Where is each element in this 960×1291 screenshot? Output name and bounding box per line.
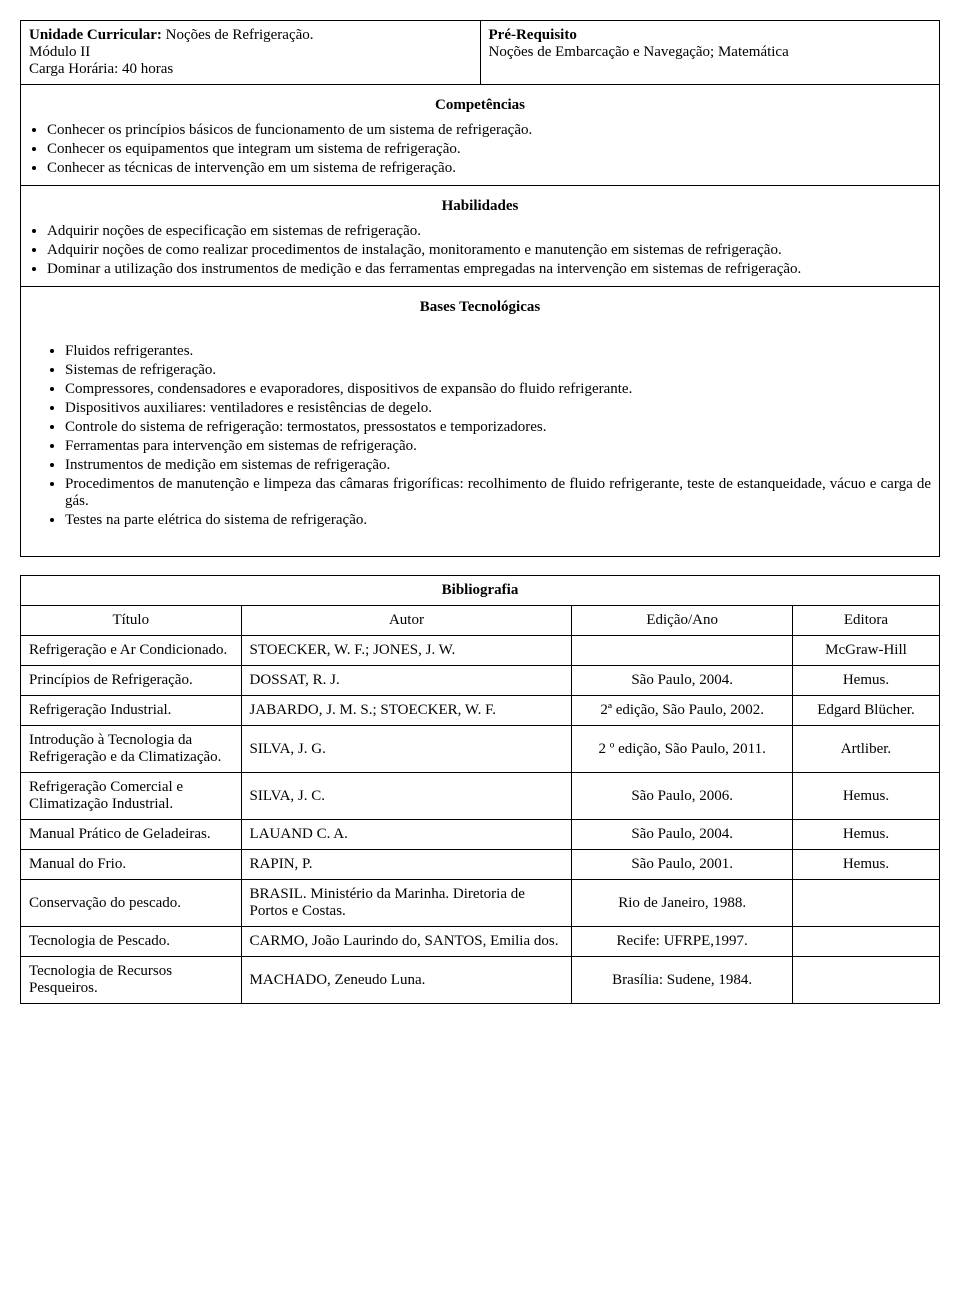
col-titulo: Título [21, 606, 242, 636]
bases-row: Bases Tecnológicas Fluidos refrigerantes… [21, 287, 940, 557]
list-item: Fluidos refrigerantes. [65, 343, 931, 360]
list-item: Sistemas de refrigeração. [65, 362, 931, 379]
bib-columns-row: Título Autor Edição/Ano Editora [21, 606, 940, 636]
prereq-label: Pré-Requisito [489, 27, 577, 43]
table-cell: Hemus. [792, 773, 939, 820]
list-item: Testes na parte elétrica do sistema de r… [65, 512, 931, 529]
table-cell: São Paulo, 2004. [572, 820, 793, 850]
competencias-list: Conhecer os princípios básicos de funcio… [29, 122, 931, 177]
table-cell: SILVA, J. C. [241, 773, 572, 820]
table-row: Manual Prático de Geladeiras.LAUAND C. A… [21, 820, 940, 850]
table-cell: Conservação do pescado. [21, 880, 242, 927]
bases-cell: Bases Tecnológicas Fluidos refrigerantes… [21, 287, 940, 557]
table-cell: Recife: UFRPE,1997. [572, 927, 793, 957]
col-editora: Editora [792, 606, 939, 636]
table-cell: São Paulo, 2004. [572, 666, 793, 696]
list-item: Compressores, condensadores e evaporador… [65, 381, 931, 398]
table-cell: Hemus. [792, 850, 939, 880]
table-cell: Manual Prático de Geladeiras. [21, 820, 242, 850]
prereq-value: Noções de Embarcação e Navegação; Matemá… [489, 44, 789, 60]
table-cell: Tecnologia de Recursos Pesqueiros. [21, 957, 242, 1004]
modulo: Módulo II [29, 44, 90, 60]
competencias-title: Competências [29, 91, 931, 120]
table-cell: DOSSAT, R. J. [241, 666, 572, 696]
table-row: Manual do Frio.RAPIN, P.São Paulo, 2001.… [21, 850, 940, 880]
table-cell: LAUAND C. A. [241, 820, 572, 850]
table-row: Refrigeração Industrial.JABARDO, J. M. S… [21, 696, 940, 726]
table-cell: São Paulo, 2001. [572, 850, 793, 880]
col-edicao: Edição/Ano [572, 606, 793, 636]
bases-list: Fluidos refrigerantes. Sistemas de refri… [47, 343, 931, 529]
uc-label: Unidade Curricular: [29, 27, 162, 43]
table-cell: Hemus. [792, 820, 939, 850]
header-row: Unidade Curricular: Noções de Refrigeraç… [21, 21, 940, 85]
uc-value: Noções de Refrigeração. [162, 27, 314, 43]
list-item: Conhecer os princípios básicos de funcio… [47, 122, 931, 139]
course-table: Unidade Curricular: Noções de Refrigeraç… [20, 20, 940, 557]
table-cell: Introdução à Tecnologia da Refrigeração … [21, 726, 242, 773]
bibliography-body: Refrigeração e Ar Condicionado.STOECKER,… [21, 636, 940, 1004]
table-cell [792, 927, 939, 957]
list-item: Dispositivos auxiliares: ventiladores e … [65, 400, 931, 417]
table-cell: São Paulo, 2006. [572, 773, 793, 820]
habilidades-row: Habilidades Adquirir noções de especific… [21, 186, 940, 287]
table-row: Tecnologia de Pescado.CARMO, João Laurin… [21, 927, 940, 957]
header-right: Pré-Requisito Noções de Embarcação e Nav… [480, 21, 940, 85]
table-cell: STOECKER, W. F.; JONES, J. W. [241, 636, 572, 666]
table-row: Introdução à Tecnologia da Refrigeração … [21, 726, 940, 773]
table-cell: Manual do Frio. [21, 850, 242, 880]
table-cell: Tecnologia de Pescado. [21, 927, 242, 957]
table-cell: Refrigeração e Ar Condicionado. [21, 636, 242, 666]
table-cell [572, 636, 793, 666]
list-item: Ferramentas para intervenção em sistemas… [65, 438, 931, 455]
list-item: Conhecer as técnicas de intervenção em u… [47, 160, 931, 177]
table-cell: RAPIN, P. [241, 850, 572, 880]
table-cell: SILVA, J. G. [241, 726, 572, 773]
bases-title: Bases Tecnológicas [29, 293, 931, 322]
habilidades-list: Adquirir noções de especificação em sist… [29, 223, 931, 278]
table-cell [792, 880, 939, 927]
bib-title-row: Bibliografia [21, 576, 940, 606]
table-cell: Brasília: Sudene, 1984. [572, 957, 793, 1004]
habilidades-title: Habilidades [29, 192, 931, 221]
table-cell: JABARDO, J. M. S.; STOECKER, W. F. [241, 696, 572, 726]
table-cell: Edgard Blücher. [792, 696, 939, 726]
table-row: Tecnologia de Recursos Pesqueiros.MACHAD… [21, 957, 940, 1004]
bibliography-title: Bibliografia [21, 576, 940, 606]
table-cell: BRASIL. Ministério da Marinha. Diretoria… [241, 880, 572, 927]
table-cell: Hemus. [792, 666, 939, 696]
list-item: Controle do sistema de refrigeração: ter… [65, 419, 931, 436]
table-cell: Princípios de Refrigeração. [21, 666, 242, 696]
list-item: Adquirir noções de especificação em sist… [47, 223, 931, 240]
table-cell: 2ª edição, São Paulo, 2002. [572, 696, 793, 726]
list-item: Procedimentos de manutenção e limpeza da… [65, 476, 931, 510]
table-cell: CARMO, João Laurindo do, SANTOS, Emilia … [241, 927, 572, 957]
list-item: Instrumentos de medição em sistemas de r… [65, 457, 931, 474]
table-row: Conservação do pescado.BRASIL. Ministéri… [21, 880, 940, 927]
col-autor: Autor [241, 606, 572, 636]
table-cell: Artliber. [792, 726, 939, 773]
list-item: Dominar a utilização dos instrumentos de… [47, 261, 931, 278]
table-row: Princípios de Refrigeração.DOSSAT, R. J.… [21, 666, 940, 696]
carga-horaria: Carga Horária: 40 horas [29, 61, 173, 77]
list-item: Adquirir noções de como realizar procedi… [47, 242, 931, 259]
table-cell: McGraw-Hill [792, 636, 939, 666]
header-left: Unidade Curricular: Noções de Refrigeraç… [21, 21, 481, 85]
table-row: Refrigeração e Ar Condicionado.STOECKER,… [21, 636, 940, 666]
table-row: Refrigeração Comercial e Climatização In… [21, 773, 940, 820]
table-cell: Refrigeração Industrial. [21, 696, 242, 726]
bibliography-table: Bibliografia Título Autor Edição/Ano Edi… [20, 575, 940, 1004]
habilidades-cell: Habilidades Adquirir noções de especific… [21, 186, 940, 287]
competencias-row: Competências Conhecer os princípios bási… [21, 85, 940, 186]
table-cell: MACHADO, Zeneudo Luna. [241, 957, 572, 1004]
table-cell: 2 º edição, São Paulo, 2011. [572, 726, 793, 773]
table-cell [792, 957, 939, 1004]
competencias-cell: Competências Conhecer os princípios bási… [21, 85, 940, 186]
table-cell: Rio de Janeiro, 1988. [572, 880, 793, 927]
list-item: Conhecer os equipamentos que integram um… [47, 141, 931, 158]
table-cell: Refrigeração Comercial e Climatização In… [21, 773, 242, 820]
